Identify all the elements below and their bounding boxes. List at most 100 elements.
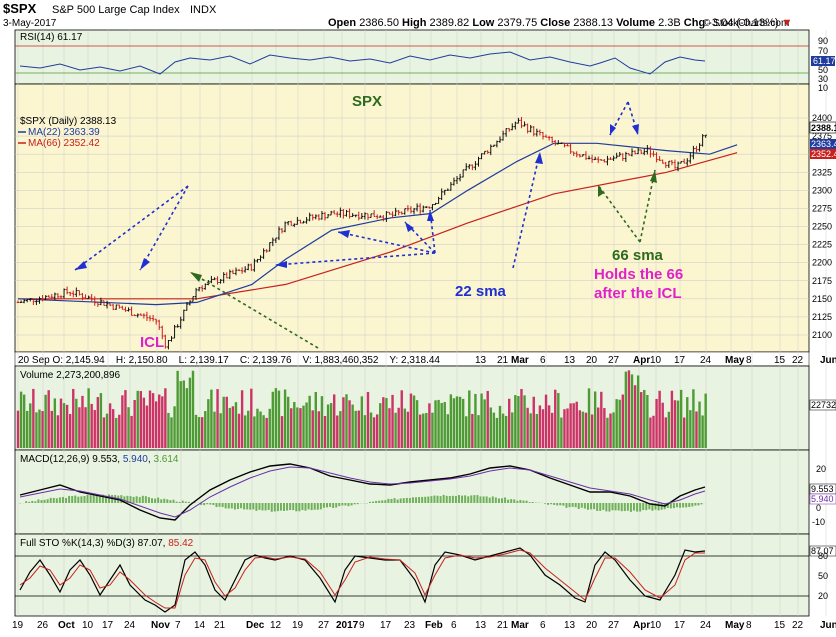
volume-bar [354,410,357,448]
x-tick-label: 8 [746,620,752,631]
volume-bar [415,400,419,448]
volume-bar [529,413,532,448]
volume-bar [185,388,189,448]
volume-bar [290,408,293,448]
rsi-panel [14,29,810,85]
volume-bar [535,413,539,448]
macd-hist-bar [436,495,439,503]
macd-hist-bar [310,503,313,511]
macd-hist-bar [685,503,688,508]
macd-hist-bar [322,503,325,508]
volume-bar [320,396,324,448]
volume-bar [182,380,185,448]
macd-hist-bar [427,496,430,503]
volume-bar [541,409,545,448]
volume-bar [173,406,176,448]
macd-hist-bar [700,503,703,505]
sto-label: Full STO %K(14,3) %D(3) 87.07, 85.42 [20,538,194,549]
arrow-22sma-jan2 [404,221,436,254]
volume-bar [111,409,115,448]
macd-hist-bar [98,495,101,503]
volume-bar [661,402,664,448]
macd-hist-bar [547,503,550,505]
price-tick-label: 2125 [812,312,832,322]
macd-hist-bar [411,497,414,503]
volume-bar [336,415,339,448]
volume-bar [250,388,253,448]
macd-hist-bar [83,495,86,503]
volume-bar [471,413,474,448]
macd-hist-bar [378,500,381,503]
volume-bar [400,390,403,448]
volume-tag-text: 22732 [811,400,836,410]
volume-bar [422,413,425,448]
x-tick-label: Jun [820,620,836,631]
volume-bar [357,410,360,448]
macd-hist-bar [350,503,353,506]
volume-bar [600,391,603,448]
macd-hist-bar [543,503,546,504]
x-tick-label: Oct [58,620,75,631]
x-tick-label-mid: Jun [820,355,836,366]
volume-bar [243,415,247,448]
volume-bar [406,411,410,448]
volume-bar [35,412,38,448]
macd-hist-bar [593,503,596,510]
volume-bar [501,413,505,448]
macd-hist-bar [286,503,289,511]
macd-hist-bar [246,503,249,510]
macd-hist-bar [470,495,473,503]
macd-hist-bar [261,503,264,511]
macd-hist-bar [203,503,206,506]
macd-hist-bar [586,503,589,510]
volume-bar [692,389,695,448]
volume-bar [446,414,449,448]
macd-hist-bar [415,497,418,503]
volume-bar [164,388,167,448]
macd-hist-bar [458,495,461,503]
volume-bar [388,408,391,448]
x-tick-label: 12 [270,620,282,631]
volume-bar [363,415,367,448]
arrowhead [535,152,543,164]
volume-bar [179,381,182,448]
macd-hist-bar [608,503,611,512]
arrowhead [650,170,657,183]
macd-hist-bar [571,503,574,507]
x-tick-label: 17 [674,620,686,631]
arrowhead [140,258,150,270]
volume-bar [339,411,342,448]
sto-tag-text: 87.07 [811,546,834,556]
volume-bar [56,415,60,448]
x-tick-label-mid: 21 [497,355,509,366]
volume-bar [96,397,100,448]
volume-bar [431,412,434,448]
macd-hist-bar [132,496,135,503]
volume-bar [418,414,422,448]
volume-bar [75,398,78,448]
macd-hist-bar [617,503,620,511]
macd-hist-bar [614,503,617,511]
volume-bar [345,394,348,448]
macd-hist-bar [301,503,304,511]
volume-bar [686,397,689,448]
volume-bar [504,415,508,448]
volume-bar [256,408,259,448]
chart-date: 3-May-2017 [3,18,57,29]
macd-hist-bar [353,503,356,505]
macd-hist-bar [424,496,427,503]
macd-hist-bar [304,503,307,511]
sto-tick-80: 80 [818,551,828,561]
macd-hist-bar [464,495,467,503]
volume-bar [563,409,566,448]
arrowhead [338,230,350,238]
macd-hist-bar [298,503,301,512]
macd-hist-bar [384,500,387,503]
macd-hist-bar [688,503,691,507]
legend-ma22: MA(22) 2363.39 [28,127,100,138]
volume-bar [633,385,637,448]
macd-hist-bar [675,503,678,508]
volume-bar [612,412,615,448]
volume-bar [566,408,569,448]
x-tick-label-mid: 8 [746,355,752,366]
